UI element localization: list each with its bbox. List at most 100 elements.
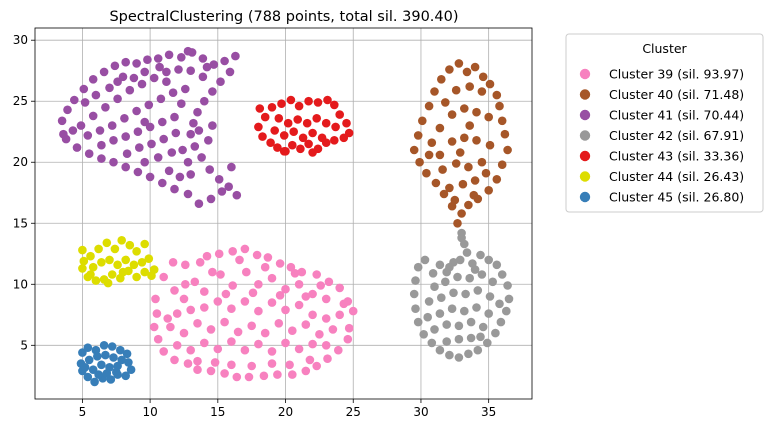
data-point (99, 341, 109, 350)
plot-area-frame (34, 27, 533, 400)
data-point (197, 153, 206, 162)
x-axis-ticks: 5 10 15 20 25 30 35 (79, 399, 496, 419)
data-point (492, 260, 502, 270)
data-point (308, 148, 317, 157)
data-point (260, 112, 270, 122)
data-point (186, 305, 195, 315)
x-tick-label: 25 (346, 405, 361, 419)
data-point (105, 83, 114, 93)
data-point (321, 314, 331, 323)
data-point (158, 178, 167, 188)
data-point (159, 272, 168, 282)
data-point (144, 254, 154, 263)
data-point (242, 267, 251, 277)
data-point (140, 267, 149, 277)
data-point (263, 253, 273, 262)
data-point (143, 55, 152, 64)
data-point (481, 168, 491, 178)
data-point (252, 250, 262, 260)
data-point (476, 332, 485, 342)
data-point (147, 271, 156, 281)
data-point (267, 103, 277, 112)
data-point (183, 157, 193, 167)
data-point (186, 129, 195, 139)
y-tick-label: 20 (13, 155, 28, 169)
data-point (435, 345, 445, 355)
data-point (175, 172, 185, 182)
data-point (168, 258, 178, 267)
data-point (458, 179, 468, 189)
data-point (101, 103, 110, 112)
data-point (116, 345, 125, 355)
data-point (172, 309, 182, 318)
y-tick-label: 5 (20, 338, 28, 352)
data-point (431, 178, 441, 188)
data-point (441, 98, 450, 107)
data-point (470, 62, 480, 72)
data-point (209, 60, 219, 69)
data-point (113, 260, 122, 270)
data-point (321, 118, 331, 128)
data-point (174, 65, 183, 74)
data-point (90, 377, 99, 387)
data-point (193, 365, 202, 375)
data-point (275, 291, 285, 300)
data-point (454, 334, 464, 344)
data-point (308, 339, 317, 349)
data-point (328, 325, 338, 334)
legend-marker (579, 89, 591, 100)
data-point (225, 67, 235, 77)
data-point (103, 278, 113, 288)
data-point (294, 300, 304, 310)
data-point (267, 298, 277, 307)
data-point (267, 359, 277, 368)
legend-marker (579, 130, 591, 141)
data-point (208, 267, 217, 277)
x-tick-label: 5 (79, 405, 87, 419)
data-point (294, 344, 304, 354)
data-point (491, 328, 500, 338)
series-7 (76, 341, 136, 387)
data-point (454, 321, 464, 331)
data-point (137, 79, 147, 89)
data-point (409, 289, 419, 299)
data-point (466, 333, 476, 343)
data-point (177, 99, 186, 108)
data-point (135, 143, 144, 152)
data-point (153, 153, 163, 162)
data-point (117, 355, 126, 365)
data-point (317, 133, 327, 143)
data-point (189, 118, 198, 128)
data-point (216, 270, 225, 279)
data-point (266, 138, 275, 147)
legend-label: Cluster 40 (sil. 71.48) (609, 87, 744, 102)
legend-label: Cluster 43 (sil. 33.36) (609, 149, 744, 164)
data-point (495, 299, 504, 309)
data-point (435, 150, 445, 160)
x-tick-label: 20 (278, 405, 293, 419)
data-point (473, 345, 483, 355)
data-point (496, 317, 506, 327)
y-axis-ticks: 5 10 15 20 25 30 (13, 33, 35, 352)
data-point (193, 107, 202, 117)
data-point (290, 269, 300, 278)
data-point (202, 62, 212, 72)
data-point (286, 262, 296, 272)
data-point (464, 162, 473, 172)
data-point (95, 126, 105, 135)
data-point (79, 84, 89, 94)
data-point (254, 122, 263, 132)
series-2 (409, 59, 512, 228)
data-point (170, 112, 179, 122)
data-point (202, 251, 212, 261)
data-point (342, 118, 351, 128)
data-point (455, 148, 465, 157)
data-point (267, 347, 277, 356)
legend-label: Cluster 39 (sil. 93.97) (609, 67, 744, 82)
data-point (484, 255, 494, 265)
data-point (151, 294, 160, 304)
legend-label: Cluster 44 (sil. 26.43) (609, 169, 744, 184)
legend-marker (579, 171, 591, 182)
data-point (110, 61, 120, 71)
data-point (149, 73, 159, 83)
